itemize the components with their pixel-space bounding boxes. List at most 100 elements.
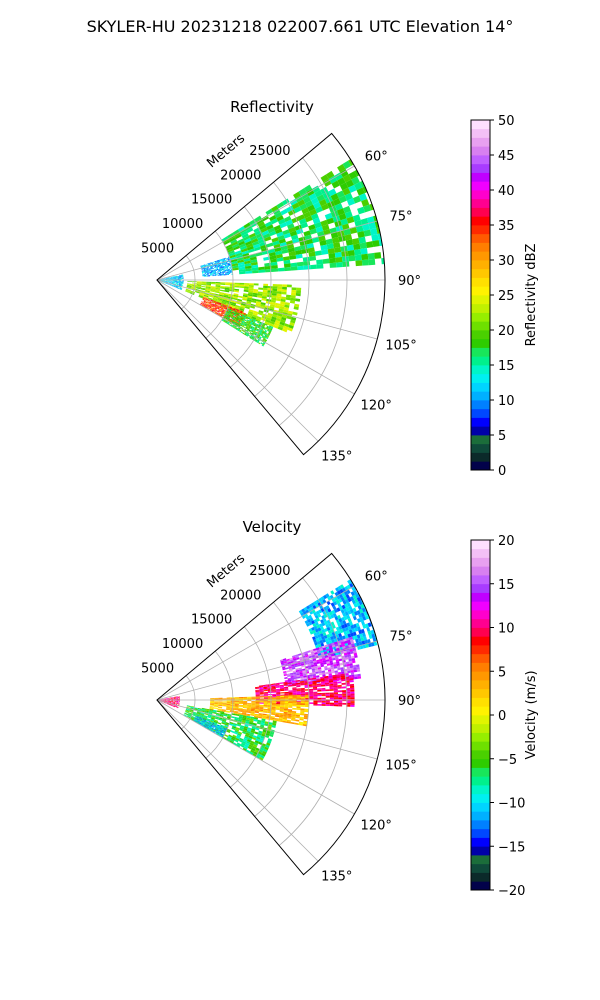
- angle-tick-label: 105°: [385, 338, 416, 353]
- range-ring: [230, 626, 272, 788]
- colorbar-segment: [471, 382, 490, 392]
- figure-title: SKYLER-HU 20231218 022007.661 UTC Elevat…: [87, 17, 514, 36]
- colorbar-segment: [471, 128, 490, 138]
- colorbar-segment: [471, 181, 490, 191]
- range-ring: [254, 182, 310, 397]
- colorbar-tick-label: 35: [498, 219, 515, 234]
- colorbar-segment: [471, 303, 490, 313]
- range-ring: [205, 230, 234, 339]
- radial-tick-label: 15000: [191, 193, 232, 208]
- colorbar-segment: [471, 767, 490, 777]
- colorbar-label: Velocity (m/s): [524, 670, 539, 759]
- colorbar-tick-label: 5: [498, 665, 506, 680]
- angle-tick-label: 135°: [321, 870, 352, 885]
- angle-tick-label: 60°: [365, 150, 388, 165]
- sector-outline: [156, 132, 386, 456]
- colorbar-segment: [471, 741, 490, 751]
- colorbar-tick-label: 10: [498, 622, 515, 637]
- colorbar-segment: [471, 260, 490, 270]
- angle-tick-label: 90°: [398, 274, 421, 289]
- azimuth-line: [156, 279, 319, 442]
- range-ring: [205, 650, 234, 759]
- colorbar-segment: [471, 758, 490, 768]
- colorbar-segment: [471, 207, 490, 217]
- colorbar-tick-label: 15: [498, 359, 515, 374]
- colorbar-segment: [471, 610, 490, 620]
- azimuth-line: [156, 165, 355, 281]
- echo-region-southwest-inbound: [193, 715, 228, 738]
- colorbar-segment: [471, 627, 490, 637]
- colorbar-segment: [471, 645, 490, 655]
- echo-region-north-cluster: [221, 157, 386, 275]
- colorbar-segment: [471, 723, 490, 733]
- colorbar-tick-label: 25: [498, 289, 515, 304]
- colorbar-segment: [471, 592, 490, 602]
- colorbar-segment: [471, 706, 490, 716]
- colorbar-segment: [471, 802, 490, 812]
- azimuth-line: [156, 640, 378, 701]
- colorbar-segment: [471, 846, 490, 856]
- colorbar-segment: [471, 662, 490, 672]
- angle-tick-label: 75°: [390, 210, 413, 225]
- colorbar-segment: [471, 356, 490, 366]
- colorbar-segment: [471, 715, 490, 725]
- colorbar-segment: [471, 277, 490, 287]
- colorbar-segment: [471, 426, 490, 436]
- colorbar-segment: [471, 881, 490, 891]
- azimuth-line: [156, 699, 355, 815]
- colorbar-segment: [471, 636, 490, 646]
- colorbar-segment: [471, 338, 490, 348]
- colorbar-tick-label: −20: [498, 884, 525, 899]
- colorbar-segment: [471, 680, 490, 690]
- colorbar-segment: [471, 286, 490, 296]
- radial-tick-label: 10000: [162, 217, 203, 232]
- colorbar-tick-label: 30: [498, 254, 515, 269]
- colorbar-tick-label: 0: [498, 709, 506, 724]
- range-ring: [230, 206, 272, 368]
- colorbar-segment: [471, 365, 490, 375]
- colorbar-segment: [471, 828, 490, 838]
- echo-region-north-fringe: [200, 256, 233, 277]
- colorbar-segment: [471, 435, 490, 445]
- colorbar-segment: [471, 373, 490, 383]
- colorbar-segment: [471, 820, 490, 830]
- colorbar-segment: [471, 557, 490, 567]
- colorbar-segment: [471, 295, 490, 305]
- angle-tick-label: 75°: [390, 630, 413, 645]
- colorbar-segment: [471, 417, 490, 427]
- colorbar-tick-label: −15: [498, 840, 525, 855]
- colorbar-segment: [471, 697, 490, 707]
- colorbar-tick-label: −10: [498, 797, 525, 812]
- radial-tick-label: 25000: [249, 564, 290, 579]
- colorbar-tick-label: 0: [498, 464, 506, 479]
- azimuth-line: [156, 699, 378, 760]
- range-ring: [254, 602, 310, 817]
- radial-tick-label: 5000: [141, 242, 174, 257]
- colorbar-segment: [471, 137, 490, 147]
- colorbar-segment: [471, 347, 490, 357]
- colorbar-segment: [471, 452, 490, 462]
- colorbar-label: Reflectivity dBZ: [524, 244, 539, 347]
- range-ring: [278, 577, 348, 846]
- colorbar-segment: [471, 408, 490, 418]
- angle-tick-label: 120°: [361, 818, 392, 833]
- colorbar-segment: [471, 688, 490, 698]
- echo-field: [159, 157, 386, 347]
- colorbar-tick-label: 20: [498, 534, 515, 549]
- radial-tick-label: 25000: [249, 144, 290, 159]
- reflectivity-panel: Reflectivity 5000 10000 15000 20000 25000Mete…: [141, 98, 539, 479]
- colorbar-tick-label: 50: [498, 114, 515, 129]
- colorbar-segment: [471, 400, 490, 410]
- colorbar-segment: [471, 863, 490, 873]
- colorbar-segment: [471, 855, 490, 865]
- colorbar-segment: [471, 163, 490, 173]
- azimuth-line: [156, 279, 378, 340]
- colorbar-segment: [471, 233, 490, 243]
- radial-tick-label: 15000: [191, 613, 232, 628]
- colorbar-segment: [471, 750, 490, 760]
- colorbar-segment: [471, 566, 490, 576]
- range-ring: [278, 157, 348, 426]
- colorbar-segment: [471, 671, 490, 681]
- colorbar-segment: [471, 190, 490, 200]
